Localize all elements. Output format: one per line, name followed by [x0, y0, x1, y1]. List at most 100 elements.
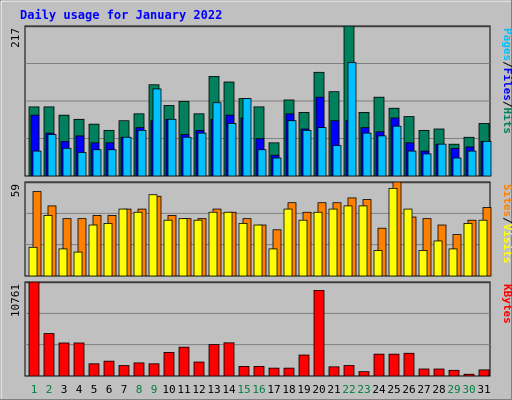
kbytes-bar [463, 373, 475, 377]
kbytes-bar [223, 342, 235, 377]
x-tick-label: 14 [222, 383, 236, 396]
visits-bar [433, 240, 443, 277]
legend: KBytes [501, 284, 512, 324]
visits-bar [43, 215, 53, 277]
pages-bar [62, 147, 72, 177]
kbytes-bar [133, 362, 145, 377]
legend-entry: Visits [501, 224, 512, 264]
x-tick-label: 4 [76, 383, 83, 396]
visits-bar [88, 224, 98, 277]
pages-bar [257, 149, 267, 177]
legend: Sites/Visits [501, 184, 512, 264]
kbytes-bar [433, 368, 445, 377]
visits-bar [193, 219, 203, 277]
pages-bar [182, 136, 192, 177]
x-tick-label: 29 [447, 383, 460, 396]
kbytes-bar [28, 281, 40, 377]
panel-hits-files-pages: 217 Pages/Files/Hits [9, 25, 512, 177]
chart-panels: 217 Pages/Files/Hits 59 Sites/Visits 10761 KB… [9, 25, 512, 396]
pages-bar [32, 150, 42, 177]
visits-bar [448, 248, 458, 277]
visits-bar [223, 211, 233, 277]
x-tick-label: 24 [372, 383, 386, 396]
x-tick-label: 21 [327, 383, 340, 396]
kbytes-bar [283, 367, 295, 377]
pages-bar [227, 123, 237, 177]
pages-bar [377, 135, 387, 177]
x-tick-label: 30 [462, 383, 475, 396]
visits-bar [238, 223, 248, 277]
pages-bar [407, 150, 417, 177]
x-tick-label: 26 [402, 383, 415, 396]
kbytes-bar [298, 354, 310, 377]
pages-bar [77, 152, 87, 177]
visits-bar [313, 211, 323, 277]
y-max-label: 10761 [9, 284, 22, 317]
plot-area [24, 281, 491, 377]
kbytes-bar [193, 361, 205, 377]
pages-bar [317, 127, 327, 177]
legend-entry: KBytes [501, 284, 512, 324]
pages-bar [272, 157, 282, 177]
visits-bar [268, 248, 278, 277]
y-max-label: 217 [9, 28, 22, 48]
visits-bar [163, 219, 173, 277]
visits-bar [343, 205, 353, 277]
x-tick-label: 1 [31, 383, 38, 396]
visits-bar [388, 187, 398, 277]
x-tick-label: 31 [477, 383, 490, 396]
kbytes-bar [238, 365, 250, 377]
pages-bar [302, 129, 312, 177]
kbytes-bar [328, 366, 340, 377]
visits-bar [418, 250, 428, 277]
pages-bar [197, 132, 207, 177]
pages-bar [107, 149, 117, 177]
visits-bar [328, 208, 338, 277]
pages-bar [452, 157, 462, 177]
kbytes-bar [268, 367, 280, 377]
pages-bar [212, 102, 222, 177]
kbytes-bar [88, 363, 100, 377]
x-tick-label: 18 [282, 383, 295, 396]
y-max-label: 59 [9, 184, 22, 197]
kbytes-bar [148, 363, 160, 377]
kbytes-bar [163, 352, 175, 377]
pages-bar [137, 129, 147, 177]
kbytes-bar [388, 353, 400, 377]
kbytes-bar [43, 333, 55, 377]
kbytes-bar [208, 344, 220, 377]
pages-bar [47, 134, 57, 177]
x-tick-label: 22 [342, 383, 355, 396]
kbytes-bar [118, 365, 130, 377]
visits-bar [148, 194, 158, 277]
kbytes-bar [253, 365, 265, 377]
legend-entry: / [501, 101, 512, 108]
legend: Pages/Files/Hits [501, 28, 512, 134]
visits-bar [208, 211, 218, 277]
x-tick-label: 11 [177, 383, 190, 396]
pages-bar [332, 145, 342, 177]
pages-bar [287, 120, 297, 177]
pages-bar [392, 125, 402, 177]
x-tick-label: 17 [267, 383, 280, 396]
kbytes-bar [58, 342, 70, 377]
kbytes-bar [448, 369, 460, 377]
pages-bar [422, 153, 432, 177]
pages-bar [152, 88, 162, 177]
visits-bar [463, 223, 473, 277]
pages-bar [92, 149, 102, 177]
legend-entry: / [501, 217, 512, 224]
kbytes-bar [373, 353, 385, 377]
x-tick-label: 5 [91, 383, 98, 396]
visits-bar [283, 208, 293, 277]
visits-bar [298, 219, 308, 277]
visits-bar [58, 248, 68, 277]
legend-entry: / [501, 61, 512, 68]
visits-bar [28, 246, 38, 277]
legend-entry: Files [501, 68, 512, 101]
pages-bar [467, 150, 477, 177]
visits-bar [478, 219, 488, 277]
x-tick-label: 10 [162, 383, 175, 396]
x-tick-label: 16 [252, 383, 265, 396]
